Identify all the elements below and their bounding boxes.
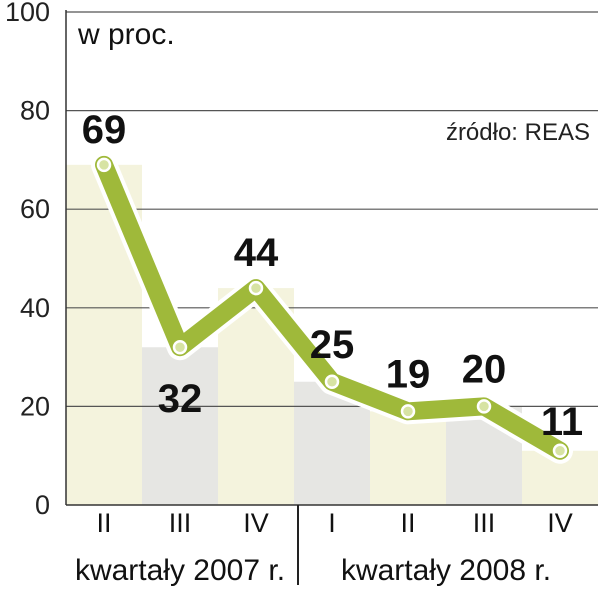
x-tick-label: III <box>473 508 496 538</box>
area-band-1 <box>142 347 218 505</box>
data-point <box>324 374 340 389</box>
data-point <box>248 280 264 296</box>
group-labels: kwartały 2007 r. kwartały 2008 r. <box>75 554 551 587</box>
data-labels: 69 32 44 25 19 20 11 <box>82 108 583 444</box>
data-point <box>400 404 416 419</box>
x-tick-label: III <box>169 508 192 538</box>
y-tick-label: 0 <box>35 490 50 520</box>
markers <box>96 157 568 459</box>
data-point <box>172 339 188 355</box>
x-tick-label: I <box>328 508 336 538</box>
x-tick-label: IV <box>243 508 269 538</box>
group-label: kwartały 2008 r. <box>341 554 551 587</box>
area-band-4 <box>370 411 446 505</box>
data-label: 69 <box>82 108 127 152</box>
data-label: 44 <box>234 231 279 275</box>
group-label: kwartały 2007 r. <box>75 554 285 587</box>
unit-label: w proc. <box>77 18 175 51</box>
x-tick-label: II <box>400 508 415 538</box>
y-tick-label: 80 <box>20 96 50 126</box>
y-tick-label: 40 <box>20 293 50 323</box>
data-label: 20 <box>462 347 507 391</box>
y-axis: 0 20 40 60 80 100 <box>5 0 50 520</box>
x-tick-label: IV <box>547 508 573 538</box>
x-tick-label: II <box>96 508 111 538</box>
data-label: 11 <box>541 400 583 444</box>
data-point <box>552 443 568 459</box>
source-label: źródło: REAS <box>446 119 590 146</box>
data-label: 32 <box>158 377 203 421</box>
data-label: 19 <box>386 352 431 396</box>
data-point <box>476 399 492 414</box>
y-tick-label: 60 <box>20 194 50 224</box>
data-label: 25 <box>310 323 355 367</box>
data-point <box>96 157 112 173</box>
x-axis: II III IV I II III IV <box>96 508 572 538</box>
y-tick-label: 100 <box>5 0 50 27</box>
y-tick-label: 20 <box>20 391 50 421</box>
